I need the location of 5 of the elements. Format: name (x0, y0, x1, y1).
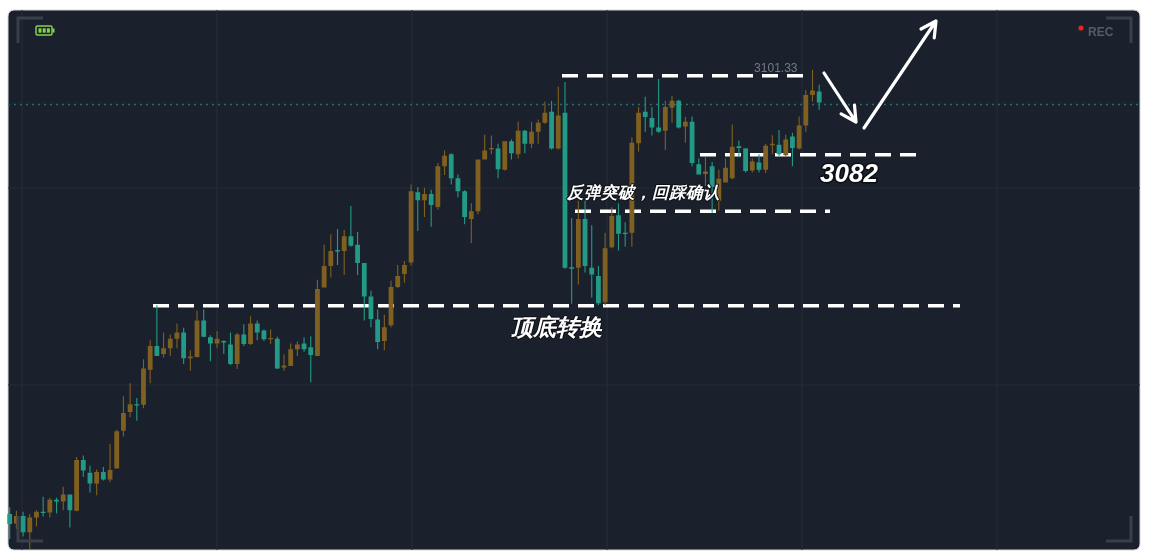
ref-line-label: 顶底转换 (510, 313, 602, 340)
annotation: REC (1088, 25, 1114, 39)
annotation: 3082 (820, 158, 878, 188)
ref-line-label: 反弹突破，回踩确认 (567, 183, 720, 202)
annotation: 3101.33 (754, 61, 798, 75)
